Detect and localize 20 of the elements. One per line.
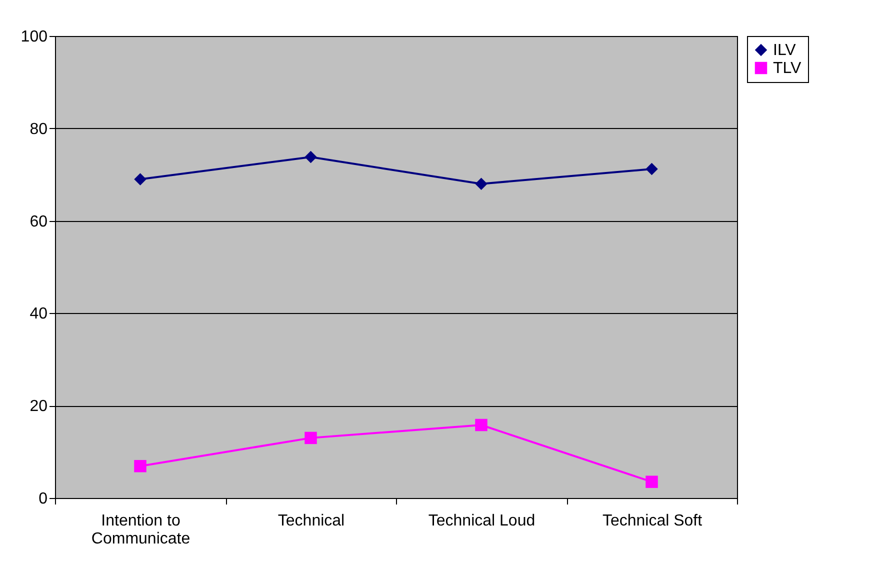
point bbox=[475, 418, 488, 432]
point bbox=[646, 476, 658, 488]
x-tick-label: Technical Soft bbox=[602, 512, 703, 530]
y-tick-label: 40 bbox=[30, 306, 48, 323]
x-tick-label: Intention to Communicate bbox=[91, 512, 190, 548]
y-tick-label: 100 bbox=[20, 28, 48, 46]
legend-label: ILV bbox=[773, 42, 796, 59]
legend-label: TLV bbox=[773, 60, 802, 77]
point bbox=[304, 432, 317, 444]
x-tick-label: Technical Loud bbox=[428, 512, 536, 530]
point bbox=[134, 460, 146, 472]
point bbox=[475, 178, 488, 190]
point bbox=[304, 150, 317, 164]
point bbox=[134, 173, 146, 186]
y-tick-label: 20 bbox=[30, 398, 48, 416]
point bbox=[646, 162, 658, 176]
y-tick-label: 80 bbox=[30, 120, 48, 138]
y-tick-label: 0 bbox=[38, 490, 48, 508]
x-tick-label: Technical bbox=[278, 512, 345, 530]
y-tick-label: 60 bbox=[30, 213, 48, 230]
